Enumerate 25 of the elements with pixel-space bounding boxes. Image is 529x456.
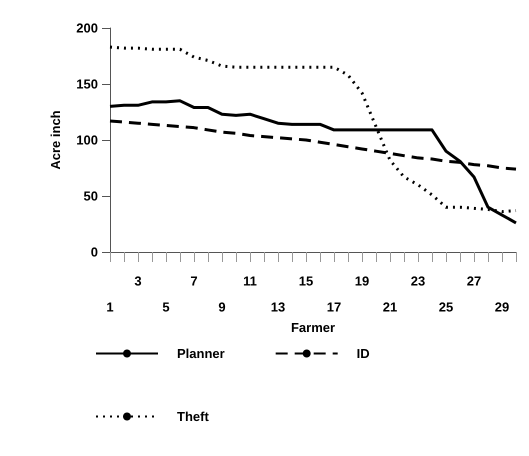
x-tick-label: 5 (162, 300, 170, 314)
x-tick-label: 23 (410, 274, 426, 288)
legend-label: ID (356, 346, 370, 361)
x-tick-label: 29 (494, 300, 510, 314)
x-tick-label: 7 (190, 274, 198, 288)
y-tick-label: 50 (84, 188, 98, 204)
y-tick-label: 150 (76, 76, 98, 92)
x-axis-title: Farmer (290, 320, 336, 335)
x-tick-label: 1 (106, 300, 114, 314)
x-tick-label: 21 (382, 300, 398, 314)
y-tick-label: 0 (90, 244, 98, 260)
x-tick-label: 19 (354, 274, 370, 288)
y-tick-label: 100 (76, 132, 98, 148)
legend-label: Planner (177, 346, 225, 361)
y-tick-label: 200 (76, 20, 98, 36)
x-tick-label: 11 (243, 274, 257, 288)
x-tick-label: 27 (466, 274, 482, 288)
x-tick-label: 15 (298, 274, 314, 288)
x-tick-label: 9 (218, 300, 226, 314)
x-tick-label: 25 (438, 300, 454, 314)
x-tick-label: 17 (326, 300, 342, 314)
legend-label: Theft (177, 409, 210, 424)
y-axis-title: Acre inch (48, 110, 63, 170)
x-tick-label: 3 (134, 274, 142, 288)
x-tick-label: 13 (270, 300, 286, 314)
